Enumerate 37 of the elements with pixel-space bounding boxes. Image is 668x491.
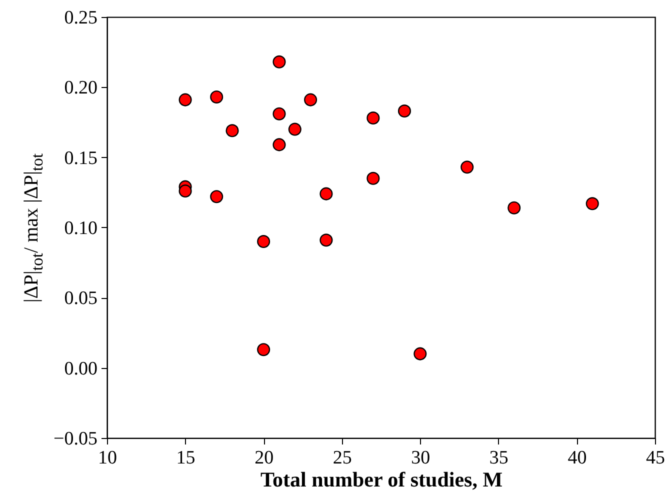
x-tick-label: 30 <box>411 448 430 468</box>
point <box>272 107 286 120</box>
x-tick-label: 10 <box>98 448 117 468</box>
x-axis-title: Total number of studies, M <box>260 468 503 491</box>
point <box>178 93 192 106</box>
y-tick-label: 0.00 <box>64 358 98 380</box>
point <box>257 343 270 356</box>
y-tick-label: 0.10 <box>64 218 98 239</box>
x-tick-label: 15 <box>176 448 196 468</box>
point <box>304 93 318 106</box>
point <box>398 104 411 118</box>
point <box>366 172 380 185</box>
point <box>210 190 224 204</box>
y-tick-label: 0.15 <box>64 148 98 169</box>
x-tick-label: 35 <box>489 448 508 468</box>
point <box>366 112 380 125</box>
point <box>272 138 286 152</box>
point <box>586 197 599 210</box>
y-tick-label: 0.25 <box>64 8 98 28</box>
y-tick-label: 0.20 <box>64 78 98 99</box>
x-tick-label: 45 <box>646 448 665 468</box>
point <box>272 55 286 68</box>
point <box>320 187 333 200</box>
point <box>288 122 302 136</box>
point <box>178 184 192 198</box>
point <box>257 235 270 248</box>
x-tick-label: 40 <box>568 448 587 468</box>
point <box>226 124 239 138</box>
x-tick-label: 25 <box>332 448 352 468</box>
point <box>210 90 224 104</box>
point <box>320 234 333 247</box>
point <box>460 160 474 174</box>
x-tick-label: 20 <box>254 448 274 468</box>
y-tick-label: 0.05 <box>64 288 98 310</box>
point <box>508 201 521 214</box>
point <box>414 347 427 360</box>
y-tick-label: −0.05 <box>54 428 98 450</box>
